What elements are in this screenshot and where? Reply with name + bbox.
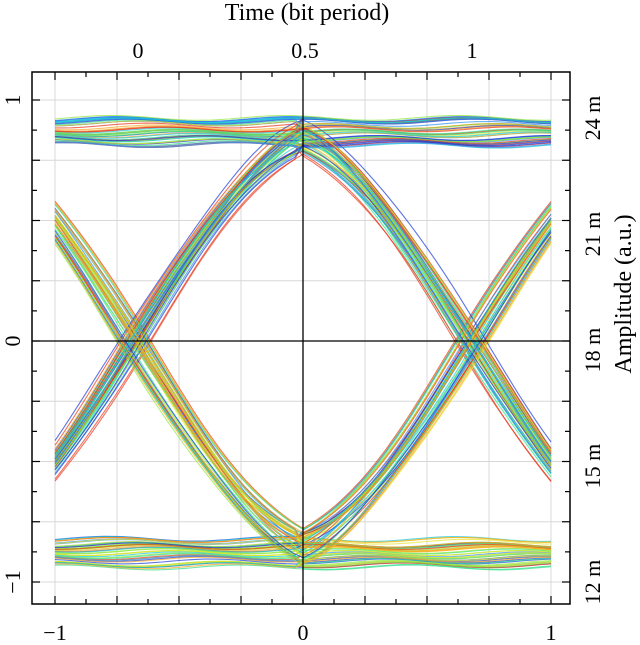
right-tick-label: 18 m	[580, 328, 605, 373]
bottom-tick-label: −1	[43, 620, 66, 645]
top-axis-title: Time (bit period)	[225, 0, 389, 26]
left-tick-label: 0	[0, 336, 25, 347]
bottom-tick-label: 0	[298, 620, 309, 645]
top-tick-label: 0.5	[291, 38, 319, 63]
bottom-tick-label: 1	[546, 620, 557, 645]
right-tick-label: 12 m	[580, 560, 605, 605]
top-tick-label: 0	[133, 38, 144, 63]
top-tick-label: 1	[467, 38, 478, 63]
tick-marks	[32, 72, 570, 604]
right-tick-label: 21 m	[580, 212, 605, 257]
axes-lines	[32, 72, 570, 604]
left-tick-label: 1	[0, 95, 25, 106]
right-tick-label: 24 m	[580, 96, 605, 141]
right-axis-title: Amplitude (a.u.)	[611, 214, 637, 373]
left-tick-label: −1	[0, 570, 25, 593]
tick-labels: −1 0 1 −1 0 1 0 0.5 1 12 m 15 m 18 m 21 m 24 m	[0, 38, 605, 645]
plot-frame	[31, 71, 571, 605]
right-tick-label: 15 m	[580, 444, 605, 489]
